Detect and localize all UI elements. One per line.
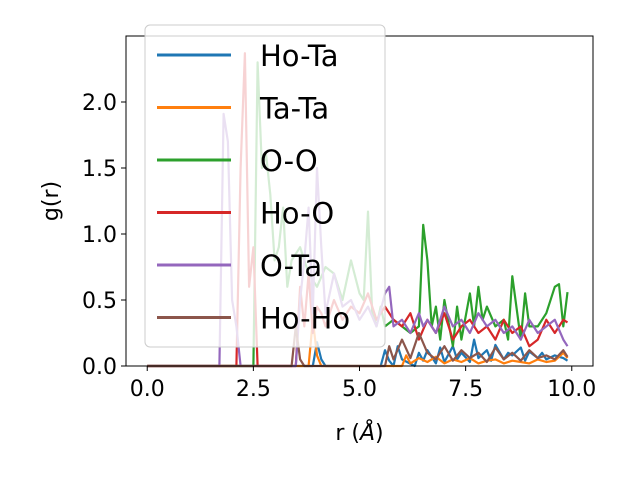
legend-box: [144, 24, 386, 348]
legend-item: O-Ta: [157, 249, 322, 283]
y-tick-label: 1.0: [82, 223, 117, 248]
y-tick-label: 2.0: [82, 91, 117, 116]
legend-item: Ho-Ta: [157, 39, 339, 73]
legend-item: Ta-Ta: [157, 92, 329, 126]
legend-item: Ho-Ho: [157, 302, 350, 336]
x-axis-label: r (Å): [335, 419, 383, 446]
legend-label: Ta-Ta: [259, 92, 329, 126]
legend-label: Ho-O: [260, 197, 334, 231]
x-tick-label: 5.0: [342, 377, 377, 402]
legend-label: O-Ta: [260, 249, 322, 283]
y-axis-label: g(r): [39, 181, 64, 221]
legend-item: Ho-O: [157, 197, 334, 231]
x-tick-label: 0.0: [130, 377, 165, 402]
x-tick-label: 2.5: [236, 377, 271, 402]
legend-label: Ho-Ta: [260, 39, 339, 73]
y-tick-label: 0.0: [82, 355, 117, 380]
legend: Ho-Ta Ta-Ta O-O Ho-O O-Ta Ho-Ho: [144, 24, 386, 348]
y-axis-ticks: 0.0 0.5 1.0 1.5 2.0: [82, 91, 126, 380]
legend-label: Ho-Ho: [260, 302, 350, 336]
legend-label: O-O: [260, 144, 318, 178]
y-tick-label: 1.5: [82, 157, 117, 182]
legend-item: O-O: [157, 144, 318, 178]
x-axis-ticks: 0.0 2.5 5.0 7.5 10.0: [130, 366, 596, 402]
x-tick-label: 7.5: [448, 377, 483, 402]
x-tick-label: 10.0: [547, 377, 596, 402]
y-tick-label: 0.5: [82, 289, 117, 314]
